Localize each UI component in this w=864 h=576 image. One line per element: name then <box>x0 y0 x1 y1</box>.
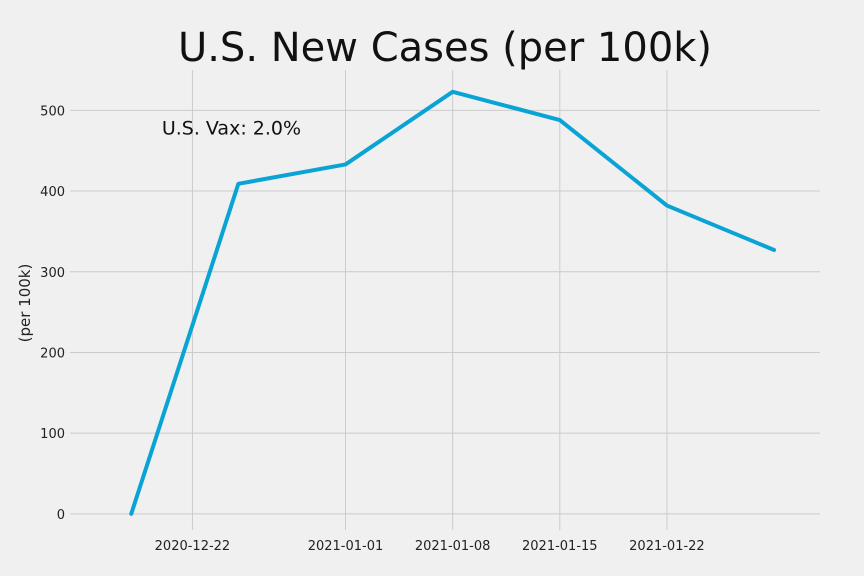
grid <box>70 70 820 530</box>
y-tick-label: 200 <box>40 346 65 361</box>
y-axis-label: (per 100k) <box>16 264 34 343</box>
x-tick-label: 2021-01-08 <box>415 539 491 554</box>
x-axis-ticks: 2020-12-22 2021-01-01 2021-01-08 2021-01-15… <box>155 539 705 554</box>
y-tick-label: 100 <box>40 427 65 442</box>
y-tick-label: 500 <box>40 104 65 119</box>
x-tick-label: 2021-01-01 <box>308 539 384 554</box>
series-group <box>129 89 777 516</box>
y-tick-label: 400 <box>40 185 65 200</box>
x-tick-label: 2021-01-22 <box>629 539 705 554</box>
y-tick-label: 0 <box>57 508 65 523</box>
annotation-vax: U.S. Vax: 2.0% <box>162 118 301 140</box>
chart-title: U.S. New Cases (per 100k) <box>178 25 712 71</box>
x-tick-label: 2021-01-15 <box>522 539 598 554</box>
y-tick-label: 300 <box>40 266 65 281</box>
x-tick-label: 2020-12-22 <box>155 539 231 554</box>
y-axis-ticks: 0 100 200 300 400 500 <box>40 104 65 523</box>
